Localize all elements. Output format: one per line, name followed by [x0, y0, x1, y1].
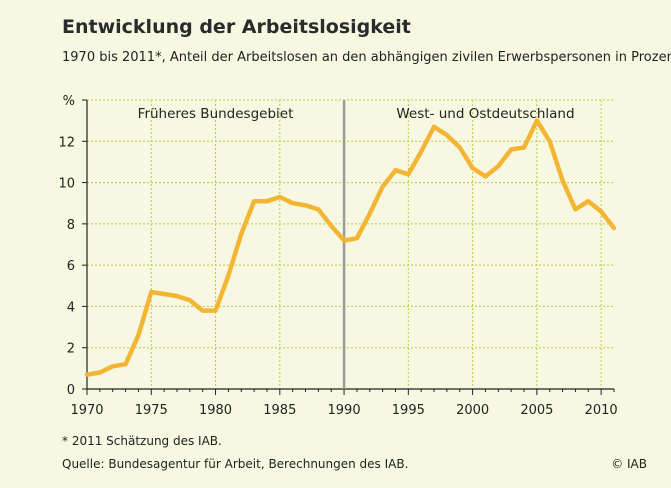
series-line: [84, 118, 617, 377]
region-label: West- und Ostdeutschland: [396, 106, 574, 122]
x-tick-label: 2005: [520, 403, 553, 418]
copyright: © IAB: [611, 457, 647, 471]
y-tick-label: 4: [67, 300, 75, 315]
x-tick-label: 1970: [70, 403, 103, 418]
grid: [86, 99, 614, 389]
x-tick-label: 1985: [263, 403, 296, 418]
x-tick-label: 2010: [585, 403, 618, 418]
y-tick-label: 12: [58, 135, 75, 150]
y-tick-label: 8: [67, 218, 75, 233]
footnote: * 2011 Schätzung des IAB.: [62, 434, 222, 448]
x-tick-label: 1990: [328, 403, 361, 418]
y-tick-label: 6: [67, 259, 75, 274]
x-tick-label: 1975: [135, 403, 168, 418]
y-unit-label: %: [63, 94, 75, 109]
y-tick-label: 2: [67, 342, 75, 357]
tick-labels: 1970 1975 1980 1985 1990 1995 2000 2005 2010 0 2 4 6…: [58, 94, 617, 418]
region-label: Früheres Bundesgebiet: [138, 106, 294, 122]
line-chart: 1970 1975 1980 1985 1990 1995 2000 2005 2010 0 2 4 6…: [58, 94, 617, 418]
axes: [82, 99, 615, 395]
x-tick-label: 2000: [456, 403, 489, 418]
y-tick-label: 0: [67, 383, 75, 398]
region-labels: Früheres Bundesgebiet West- und Ostdeutsc…: [138, 106, 575, 122]
x-tick-label: 1995: [392, 403, 425, 418]
source-note: Quelle: Bundesagentur für Arbeit, Berech…: [62, 457, 409, 471]
x-tick-label: 1980: [199, 403, 232, 418]
series: [84, 118, 617, 377]
chart-subtitle: 1970 bis 2011*, Anteil der Arbeitslosen …: [62, 50, 671, 65]
y-tick-label: 10: [58, 177, 75, 192]
chart-title: Entwicklung der Arbeitslosigkeit: [62, 16, 411, 38]
